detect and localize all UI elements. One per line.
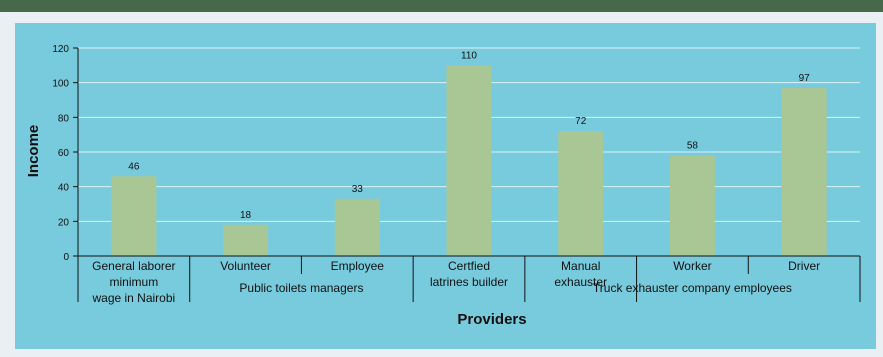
data-label: 72 <box>575 116 587 127</box>
category-label-line: Driver <box>788 259 820 273</box>
bar-3 <box>446 65 492 256</box>
axis-layer: 0 20 40 60 80 100 120 <box>52 44 861 302</box>
bar-6 <box>781 87 827 256</box>
data-label: 18 <box>240 210 252 221</box>
data-label: 46 <box>128 161 140 172</box>
y-tick-label: 100 <box>52 79 69 90</box>
bar-layer <box>111 65 827 256</box>
y-tick-label: 40 <box>58 183 70 194</box>
category-label-line: Certfied <box>448 259 490 273</box>
group-label-0: Public toilets managers <box>239 281 363 295</box>
data-label: 110 <box>461 50 477 61</box>
top-band <box>0 0 883 12</box>
chart-background <box>15 23 876 349</box>
y-tick-label: 20 <box>58 217 70 228</box>
bar-1 <box>223 224 269 256</box>
x-axis-title: Providers <box>457 311 526 328</box>
group-label-1: Truck exhauster company employees <box>593 281 792 295</box>
y-tick-label: 0 <box>63 252 69 263</box>
bar-4 <box>558 131 604 256</box>
bar-5 <box>669 155 715 256</box>
category-label-line: Volunteer <box>220 259 271 273</box>
data-label: 33 <box>352 184 364 195</box>
category-label-line: exhauster <box>554 275 607 289</box>
category-label-line: General laborer <box>92 259 175 273</box>
category-label-line: minimum <box>110 275 159 289</box>
y-tick-label: 60 <box>58 148 70 159</box>
chart-panel: 46 General laborer minimum wage in Nairobi 1… <box>15 23 876 349</box>
category-label-line: wage in Nairobi <box>91 291 175 305</box>
category-label-line: latrines builder <box>430 275 508 289</box>
bar-0 <box>111 176 157 256</box>
y-tick-label: 120 <box>52 44 69 55</box>
y-tick-label: 80 <box>58 113 70 124</box>
data-label: 97 <box>799 73 811 84</box>
income-bar-chart: 46 General laborer minimum wage in Nairobi 1… <box>15 23 876 349</box>
category-label-line: Employee <box>331 259 385 273</box>
label-layer: 46 General laborer minimum wage in Nairobi 1… <box>91 50 820 305</box>
category-label-line: Worker <box>673 259 711 273</box>
category-label-line: Manual <box>561 259 600 273</box>
data-label: 58 <box>687 140 699 151</box>
bar-2 <box>334 198 380 256</box>
y-axis-title: Income <box>25 125 42 178</box>
